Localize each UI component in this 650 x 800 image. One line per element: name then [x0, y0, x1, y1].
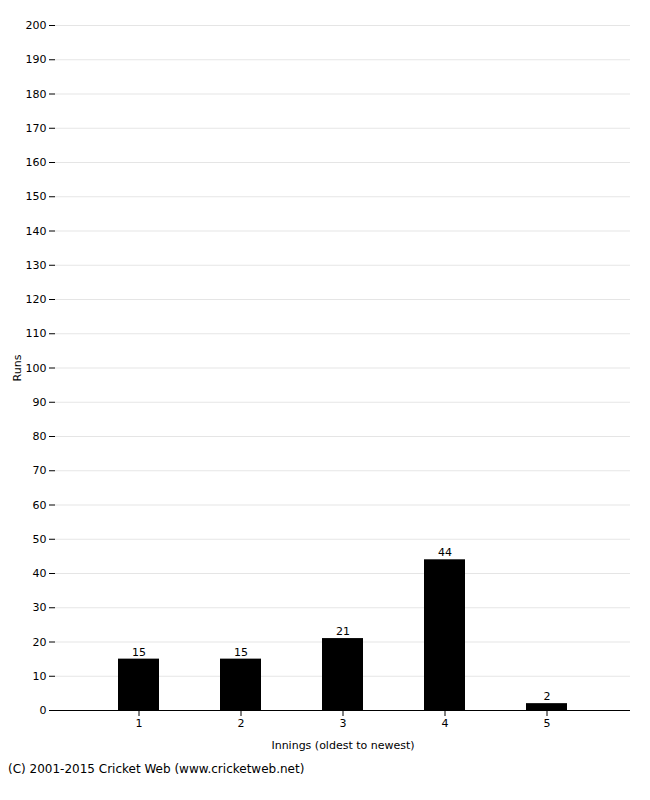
- svg-text:44: 44: [438, 546, 452, 559]
- svg-text:130: 130: [26, 259, 47, 272]
- svg-text:21: 21: [336, 625, 350, 638]
- svg-text:50: 50: [33, 533, 47, 546]
- svg-text:10: 10: [33, 670, 47, 683]
- svg-text:15: 15: [234, 646, 248, 659]
- svg-text:20: 20: [33, 636, 47, 649]
- svg-text:120: 120: [26, 293, 47, 306]
- svg-text:40: 40: [33, 567, 47, 580]
- svg-text:70: 70: [33, 464, 47, 477]
- svg-text:110: 110: [26, 327, 47, 340]
- svg-text:200: 200: [26, 19, 47, 32]
- svg-text:5: 5: [544, 717, 551, 730]
- html-text:(C) 2001-2015 Cricket Web (www: (C) 2001-2015 Cricket Web (www.cricketwe…: [8, 762, 305, 776]
- svg-text:Innings (oldest to newest): Innings (oldest to newest): [271, 739, 414, 752]
- svg-text:2: 2: [544, 690, 551, 703]
- svg-text:140: 140: [26, 225, 47, 238]
- svg-text:190: 190: [26, 53, 47, 66]
- svg-text:0: 0: [40, 704, 47, 717]
- svg-text:Runs: Runs: [11, 354, 24, 381]
- svg-text:30: 30: [33, 601, 47, 614]
- svg-text:150: 150: [26, 190, 47, 203]
- svg-text:80: 80: [33, 430, 47, 443]
- svg-text:170: 170: [26, 122, 47, 135]
- svg-text:4: 4: [442, 717, 449, 730]
- svg-text:90: 90: [33, 396, 47, 409]
- svg-text:3: 3: [340, 717, 347, 730]
- svg-text:160: 160: [26, 156, 47, 169]
- svg-text:15: 15: [132, 646, 146, 659]
- svg-text:1: 1: [136, 717, 143, 730]
- svg-text:100: 100: [26, 362, 47, 375]
- svg-text:180: 180: [26, 88, 47, 101]
- svg-text:60: 60: [33, 499, 47, 512]
- svg-text:2: 2: [238, 717, 245, 730]
